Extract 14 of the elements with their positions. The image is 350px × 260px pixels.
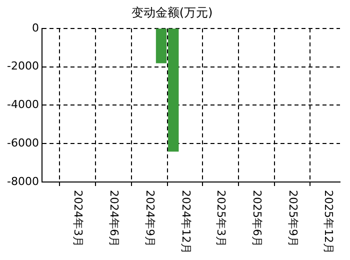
y-tick-label: -4000	[6, 98, 39, 112]
x-tick-label: 2024年6月	[108, 190, 121, 247]
x-tick-label: 2024年3月	[72, 190, 85, 247]
y-tick-label: 0	[32, 21, 39, 34]
x-tick-label: 2025年9月	[286, 190, 300, 247]
x-tick-label: 2025年3月	[214, 190, 228, 247]
x-tick-label: 2025年6月	[250, 190, 264, 247]
chart-title: 变动金额(万元)	[131, 5, 213, 20]
x-tick-label: 2024年9月	[144, 190, 157, 247]
y-tick-label: -8000	[6, 174, 39, 188]
y-tick-label: -2000	[6, 60, 39, 73]
x-tick-label: 2024年12月	[179, 190, 192, 254]
y-tick-label: -6000	[6, 136, 39, 150]
x-tick-label: 2025年12月	[322, 190, 336, 254]
